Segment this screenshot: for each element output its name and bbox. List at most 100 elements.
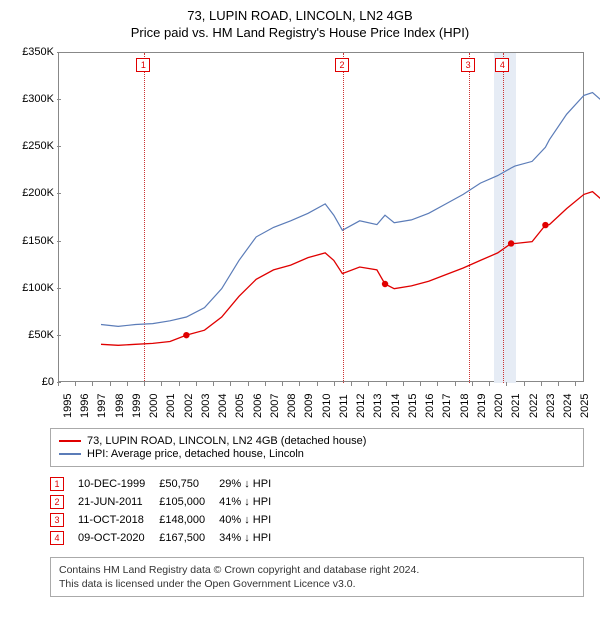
x-tick — [144, 382, 145, 386]
chart-lines — [101, 53, 600, 383]
transaction-marker: 2 — [335, 58, 349, 72]
x-tick — [92, 382, 93, 386]
y-axis-label: £100K — [16, 282, 54, 294]
x-axis-label: 2004 — [217, 394, 221, 418]
transaction-delta: 40% ↓ HPI — [219, 511, 285, 529]
x-tick — [58, 382, 59, 386]
y-tick — [57, 146, 61, 147]
x-tick — [127, 382, 128, 386]
x-axis-label: 2019 — [476, 394, 480, 418]
transaction-badge: 4 — [50, 531, 64, 545]
table-row: 3 11-OCT-2018£148,00040% ↓ HPI — [50, 511, 285, 529]
y-axis-label: £200K — [16, 187, 54, 199]
footer-attribution: Contains HM Land Registry data © Crown c… — [50, 557, 584, 597]
x-tick — [420, 382, 421, 386]
transaction-marker: 3 — [461, 58, 475, 72]
x-tick — [386, 382, 387, 386]
legend-row: HPI: Average price, detached house, Linc… — [59, 448, 575, 460]
y-tick — [57, 288, 61, 289]
x-tick — [403, 382, 404, 386]
transaction-price: £50,750 — [159, 475, 219, 493]
x-axis-label: 2011 — [338, 394, 342, 418]
x-axis-label: 1999 — [131, 394, 135, 418]
x-tick — [368, 382, 369, 386]
x-tick — [161, 382, 162, 386]
transactions-table: 110-DEC-1999£50,75029% ↓ HPI 2 21-JUN-2011… — [50, 475, 584, 547]
legend-label: HPI: Average price, detached house, Linc… — [87, 448, 304, 460]
x-tick — [558, 382, 559, 386]
x-axis-label: 2017 — [441, 394, 445, 418]
footer-line2: This data is licensed under the Open Gov… — [59, 577, 575, 591]
x-axis-label: 2008 — [286, 394, 290, 418]
x-axis-label: 2024 — [562, 394, 566, 418]
x-tick — [575, 382, 576, 386]
transaction-date: 11-OCT-2018 — [78, 511, 159, 529]
x-tick — [110, 382, 111, 386]
x-axis-label: 2003 — [200, 394, 204, 418]
legend: 73, LUPIN ROAD, LINCOLN, LN2 4GB (detach… — [50, 428, 584, 467]
x-axis-label: 1998 — [114, 394, 118, 418]
transaction-badge: 3 — [50, 513, 64, 527]
x-axis-label: 2010 — [321, 394, 325, 418]
legend-swatch — [59, 453, 81, 455]
table-row: 2 21-JUN-2011£105,00041% ↓ HPI — [50, 493, 285, 511]
x-axis-label: 1996 — [79, 394, 83, 418]
x-tick — [351, 382, 352, 386]
transaction-date: 21-JUN-2011 — [78, 493, 159, 511]
table-row: 110-DEC-1999£50,75029% ↓ HPI — [50, 475, 285, 493]
x-tick — [437, 382, 438, 386]
y-axis-label: £250K — [16, 140, 54, 152]
transaction-dot — [508, 240, 514, 246]
transaction-badge: 2 — [50, 495, 64, 509]
x-tick — [472, 382, 473, 386]
transaction-dot — [542, 222, 548, 228]
x-axis-label: 2020 — [493, 394, 497, 418]
x-axis-label: 2015 — [407, 394, 411, 418]
transaction-date: 09-OCT-2020 — [78, 529, 159, 547]
legend-swatch — [59, 440, 81, 442]
x-tick — [455, 382, 456, 386]
y-axis-label: £150K — [16, 235, 54, 247]
y-axis-label: £50K — [16, 329, 54, 341]
transaction-delta: 34% ↓ HPI — [219, 529, 285, 547]
y-axis-label: £300K — [16, 93, 54, 105]
y-axis-label: £350K — [16, 46, 54, 58]
x-axis-label: 2000 — [148, 394, 152, 418]
x-tick — [196, 382, 197, 386]
y-tick — [57, 241, 61, 242]
transaction-dot — [183, 332, 189, 338]
x-tick — [524, 382, 525, 386]
y-tick — [57, 335, 61, 336]
transaction-badge: 1 — [50, 477, 64, 491]
transaction-price: £105,000 — [159, 493, 219, 511]
x-axis-label: 2016 — [424, 394, 428, 418]
transaction-delta: 29% ↓ HPI — [219, 475, 285, 493]
x-axis-label: 2002 — [183, 394, 187, 418]
x-axis-label: 2022 — [528, 394, 532, 418]
y-axis-label: £0 — [16, 376, 54, 388]
x-tick — [541, 382, 542, 386]
x-axis-label: 2009 — [303, 394, 307, 418]
x-tick — [230, 382, 231, 386]
x-tick — [299, 382, 300, 386]
x-axis-label: 1995 — [62, 394, 66, 418]
x-tick — [489, 382, 490, 386]
plot-region — [58, 52, 584, 382]
transaction-marker: 1 — [136, 58, 150, 72]
transaction-price: £148,000 — [159, 511, 219, 529]
transaction-delta: 41% ↓ HPI — [219, 493, 285, 511]
x-tick — [75, 382, 76, 386]
x-axis-label: 2007 — [269, 394, 273, 418]
footer-line1: Contains HM Land Registry data © Crown c… — [59, 563, 575, 577]
chart-area: £0£50K£100K£150K£200K£250K£300K£350K 123… — [16, 52, 584, 422]
transaction-dot — [382, 281, 388, 287]
transaction-marker: 4 — [495, 58, 509, 72]
x-axis-label: 2005 — [234, 394, 238, 418]
x-tick — [213, 382, 214, 386]
x-tick — [317, 382, 318, 386]
x-axis-label: 2018 — [459, 394, 463, 418]
legend-row: 73, LUPIN ROAD, LINCOLN, LN2 4GB (detach… — [59, 435, 575, 447]
x-tick — [506, 382, 507, 386]
table-row: 409-OCT-2020£167,50034% ↓ HPI — [50, 529, 285, 547]
y-tick — [57, 52, 61, 53]
